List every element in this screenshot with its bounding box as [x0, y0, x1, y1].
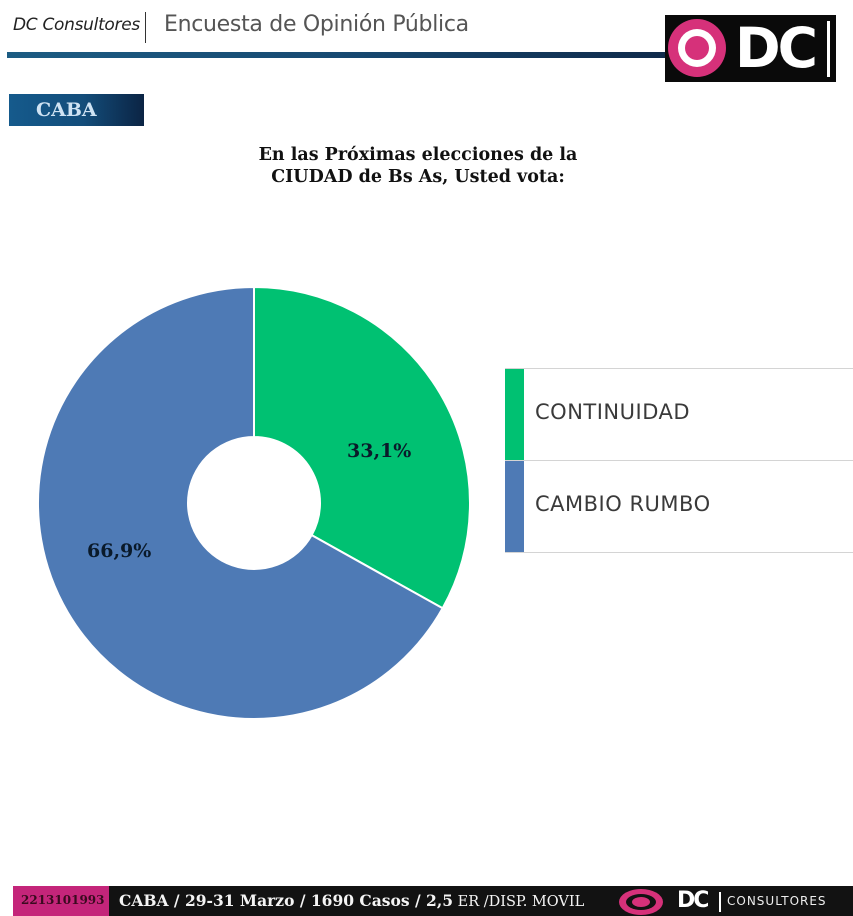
footer-phone-box: 2213101993: [13, 886, 109, 916]
logo-bar: [827, 21, 830, 77]
chart-title: En las Próximas elecciones de la CIUDAD …: [200, 144, 636, 188]
footer-survey-info: CABA / 29-31 Marzo / 1690 Casos / 2,5 ER…: [119, 891, 584, 910]
legend-label: CONTINUIDAD: [535, 400, 691, 424]
target-ring-icon: [668, 19, 726, 77]
legend-item-cambio-rumbo: CAMBIO RUMBO: [505, 460, 853, 553]
legend-swatch-cambio-rumbo: [505, 461, 524, 552]
legend-swatch-continuidad: [505, 369, 524, 460]
slice-label-continuidad: 33,1%: [347, 440, 412, 462]
footer-bar: 2213101993 CABA / 29-31 Marzo / 1690 Cas…: [13, 886, 853, 916]
footer-logo-bar: [719, 892, 721, 912]
footer-info-tail: ER /DISP. MOVIL: [453, 894, 585, 910]
page-title: Encuesta de Opinión Pública: [164, 12, 469, 37]
target-ring-icon: [619, 889, 663, 915]
footer-logo-dc: DC: [677, 888, 709, 913]
footer-info-main: CABA / 29-31 Marzo / 1690 Casos / 2,5: [119, 891, 453, 910]
donut-slices: [37, 285, 471, 720]
footer-logo-consultores: CONSULTORES: [727, 894, 827, 908]
logo-text: DC: [735, 16, 818, 80]
region-badge-label: CABA: [36, 99, 97, 121]
header-rule: [7, 52, 667, 58]
header-divider: [145, 12, 146, 43]
donut-slice-continuidad: [253, 285, 471, 610]
legend-label: CAMBIO RUMBO: [535, 492, 711, 516]
footer-phone: 2213101993: [21, 893, 105, 907]
slice-label-cambio-rumbo: 66,9%: [87, 540, 152, 562]
donut-slice-cambio-rumbo: [37, 285, 444, 720]
chart-title-line-2: CIUDAD de Bs As, Usted vota:: [271, 167, 565, 187]
legend-item-continuidad: CONTINUIDAD: [505, 368, 853, 460]
dc-logo: DC: [665, 15, 836, 82]
chart-title-line-1: En las Próximas elecciones de la: [258, 145, 578, 165]
region-badge: CABA: [9, 94, 144, 126]
brand-name: DC Consultores: [13, 15, 140, 35]
chart-legend: CONTINUIDAD CAMBIO RUMBO: [505, 368, 853, 553]
